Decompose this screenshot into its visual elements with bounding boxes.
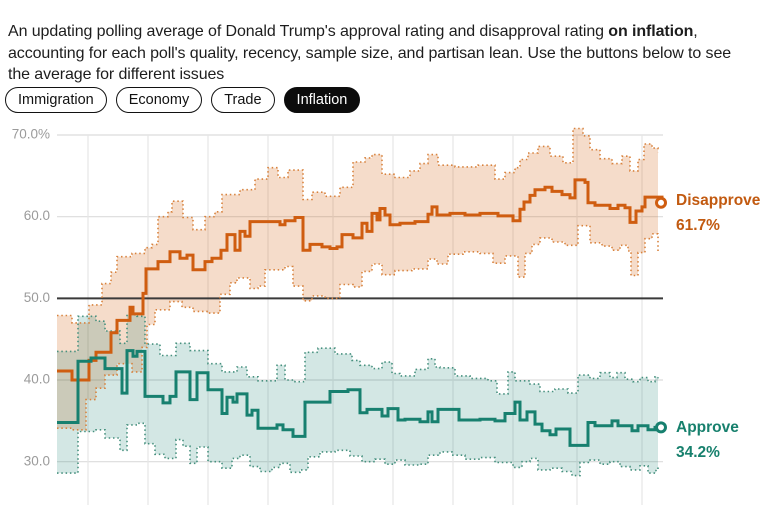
svg-text:70.0%: 70.0% (12, 127, 50, 142)
svg-text:60.0: 60.0 (24, 208, 50, 223)
disapprove-end-label: Disapprove 61.7% (676, 188, 760, 238)
svg-text:40.0: 40.0 (24, 372, 50, 387)
approve-value-text: 34.2% (676, 444, 720, 461)
issue-button-immigration[interactable]: Immigration (5, 87, 107, 113)
svg-text:30.0: 30.0 (24, 453, 50, 468)
description-part2: , accounting for each poll's quality, re… (8, 23, 732, 83)
issue-button-economy[interactable]: Economy (115, 87, 203, 113)
svg-text:50.0: 50.0 (24, 290, 50, 305)
polling-average-chart: 70.0% 60.0 50.0 40.0 30.0 (0, 120, 768, 511)
approve-label-text: Approve (676, 419, 739, 436)
chart-description: An updating polling average of Donald Tr… (8, 21, 754, 86)
disapprove-label-text: Disapprove (676, 192, 761, 209)
description-bold-topic: on inflation (608, 23, 694, 40)
disapprove-value-text: 61.7% (676, 217, 720, 234)
approve-end-label: Approve 34.2% (676, 415, 739, 465)
issue-filter-buttons: Immigration Economy Trade Inflation (5, 87, 361, 113)
issue-button-inflation[interactable]: Inflation (283, 87, 361, 113)
chart-canvas: 70.0% 60.0 50.0 40.0 30.0 (12, 127, 667, 505)
description-part1: An updating polling average of Donald Tr… (8, 23, 609, 40)
issue-button-trade[interactable]: Trade (211, 87, 275, 113)
